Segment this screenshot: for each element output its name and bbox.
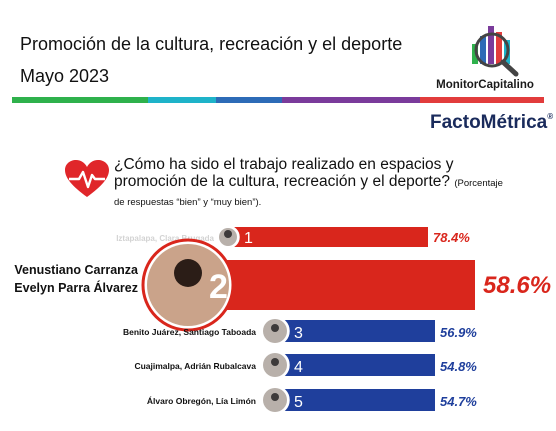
rank-label: 2 <box>209 268 228 306</box>
value-label: 54.8% <box>440 359 477 374</box>
rank-label: 3 <box>294 325 303 342</box>
stripe-segment <box>420 97 544 103</box>
value-label: 56.9% <box>440 325 477 340</box>
stripe-segment <box>282 97 420 103</box>
period-label: Mayo 2023 <box>20 66 110 86</box>
avatar-head <box>174 259 202 287</box>
value-label: 58.6% <box>483 272 551 299</box>
avatar-head <box>271 358 279 366</box>
value-label: 54.7% <box>440 394 477 409</box>
rank-label: 1 <box>244 230 253 247</box>
survey-question: ¿Cómo ha sido el trabajo realizado en es… <box>114 156 506 211</box>
bar <box>193 260 475 310</box>
avatar-head <box>224 230 232 238</box>
monitor-capitalino-logo <box>472 26 519 77</box>
value-label: 78.4% <box>433 230 470 245</box>
category-label: Evelyn Parra Álvarez <box>14 280 138 295</box>
question-note: (Porcentaje de respuestas “bien” y “muy … <box>114 178 503 208</box>
category-label: Benito Juárez, Santiago Taboada <box>123 327 256 337</box>
page-title: Promoción de la cultura, recreación y el… <box>20 34 403 54</box>
heart-pulse-icon <box>65 160 109 197</box>
stripe-segment <box>148 97 216 103</box>
rank-label: 5 <box>294 394 303 411</box>
factometrica-name: FactoMétrica <box>430 112 548 133</box>
category-label: Cuajimalpa, Adrián Rubalcava <box>134 361 256 371</box>
bar <box>270 320 435 342</box>
question-text: ¿Cómo ha sido el trabajo realizado en es… <box>114 156 454 190</box>
stripe-segment <box>12 97 148 103</box>
category-label: Venustiano Carranza <box>14 263 139 277</box>
avatar-head <box>271 393 279 401</box>
category-label: Álvaro Obregón, Lía Limón <box>147 396 256 406</box>
bar <box>228 227 428 247</box>
registered-mark: ® <box>547 112 554 121</box>
bar <box>270 354 435 376</box>
bar <box>270 389 435 411</box>
rank-label: 4 <box>294 359 303 376</box>
stripe-segment <box>216 97 282 103</box>
category-label: Iztapalapa, Clara Brugada <box>116 234 214 243</box>
monitor-capitalino-wordmark: MonitorCapitalino <box>436 79 534 91</box>
factometrica-wordmark: FactoMétrica® <box>430 112 553 134</box>
avatar-head <box>271 324 279 332</box>
